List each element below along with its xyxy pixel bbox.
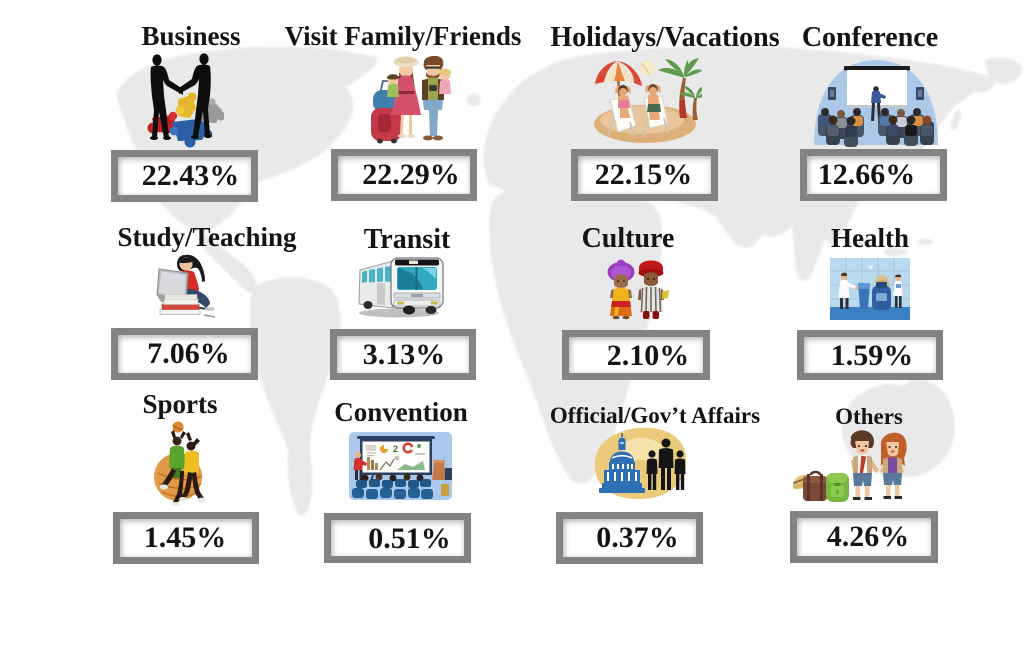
svg-text:2: 2 <box>393 444 398 454</box>
